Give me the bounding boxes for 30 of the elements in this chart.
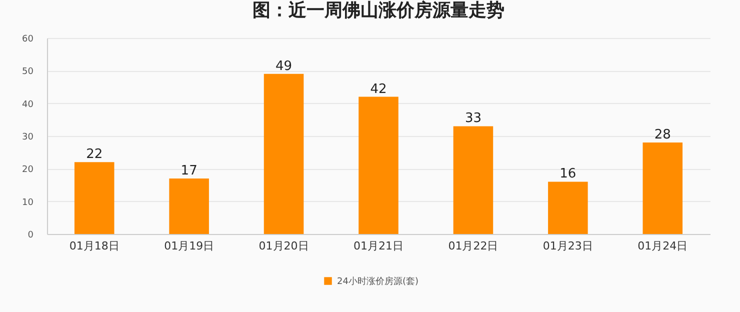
x-tick-label: 01月18日 [69,240,120,252]
chart-title: 图：近一周佛山涨价房源量走势 [252,0,504,21]
data-label: 22 [86,147,103,162]
data-label: 28 [654,128,671,143]
data-label: 16 [560,166,576,182]
bar [74,162,114,234]
y-tick-label: 20 [22,165,34,176]
x-tick-label: 01月23日 [542,240,593,252]
bar [548,182,588,234]
legend-label: 24小时涨价房源(套) [337,276,418,287]
y-tick-label: 0 [28,230,34,240]
data-label: 17 [180,163,198,178]
data-label: 33 [464,111,482,126]
bar [642,142,683,234]
y-tick-label: 60 [22,34,34,44]
x-tick-label: 01月22日 [448,240,498,252]
x-tick-label: 01月20日 [258,240,309,252]
y-tick-label: 40 [22,100,34,110]
bar [358,96,398,234]
bar [264,74,304,234]
y-tick-label: 50 [22,67,34,78]
x-tick-label: 01月19日 [164,240,214,252]
data-label: 42 [370,82,387,97]
bar [453,126,494,234]
x-tick-label: 01月24日 [638,240,688,252]
y-tick-label: 30 [22,132,34,142]
bar [169,178,209,234]
y-tick-label: 10 [22,198,34,208]
x-tick-label: 01月21日 [354,240,404,252]
data-label: 49 [276,58,292,74]
